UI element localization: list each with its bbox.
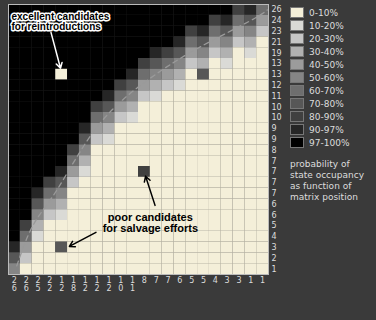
svg-text:9: 9: [272, 135, 277, 144]
svg-text:21: 21: [272, 38, 282, 47]
svg-text:2: 2: [272, 254, 277, 263]
svg-text:5: 5: [201, 276, 206, 285]
html-text:50-60%: 50-60%: [309, 72, 344, 83]
svg-text:11: 11: [272, 92, 282, 101]
svg-text:19: 19: [272, 49, 282, 58]
svg-text:10: 10: [272, 113, 282, 122]
svg-text:13: 13: [272, 70, 282, 79]
svg-text:3: 3: [236, 276, 241, 285]
html-text:0-10%: 0-10%: [309, 7, 338, 18]
html-text:probability of state occupancy: probability of state occupancy as functi…: [290, 159, 364, 202]
svg-text:3: 3: [272, 243, 277, 252]
html-text:90-97%: 90-97%: [309, 124, 344, 135]
svg-text:13: 13: [272, 59, 282, 68]
svg-text:25: 25: [35, 276, 40, 293]
svg-text:6: 6: [177, 276, 182, 285]
svg-text:5: 5: [272, 221, 277, 230]
svg-text:12: 12: [272, 81, 282, 90]
html-text:30-40%: 30-40%: [309, 46, 344, 57]
svg-text:poor candidatesfor salvage eff: poor candidatesfor salvage efforts: [103, 211, 198, 234]
svg-text:7: 7: [272, 167, 277, 176]
html-text:40-50%: 40-50%: [309, 59, 344, 70]
html-text:20-30%: 20-30%: [309, 33, 344, 44]
svg-text:6: 6: [272, 200, 277, 209]
svg-text:3: 3: [225, 276, 230, 285]
svg-text:18: 18: [71, 276, 76, 293]
html-text:80-90%: 80-90%: [309, 111, 344, 122]
svg-text:26: 26: [24, 276, 29, 293]
svg-text:7: 7: [272, 157, 277, 166]
svg-text:8: 8: [142, 276, 147, 285]
svg-text:7: 7: [165, 276, 170, 285]
svg-text:26: 26: [12, 276, 17, 293]
svg-text:7: 7: [154, 276, 159, 285]
svg-text:4: 4: [213, 276, 218, 285]
svg-text:22: 22: [47, 276, 52, 293]
svg-text:12: 12: [95, 276, 100, 293]
svg-text:5: 5: [189, 276, 194, 285]
svg-text:10: 10: [118, 276, 123, 293]
svg-text:7: 7: [272, 189, 277, 198]
html-text:10-20%: 10-20%: [309, 20, 344, 31]
svg-text:8: 8: [272, 146, 277, 155]
svg-text:11: 11: [130, 276, 135, 293]
html-text:60-70%: 60-70%: [309, 85, 344, 96]
svg-text:excellent candidatesfor reintr: excellent candidatesfor reintroductions: [11, 11, 109, 32]
svg-text:12: 12: [83, 276, 88, 293]
svg-text:10: 10: [272, 103, 282, 112]
svg-text:1: 1: [272, 265, 277, 274]
svg-text:1: 1: [248, 276, 253, 285]
svg-text:4: 4: [272, 232, 277, 241]
svg-text:6: 6: [272, 211, 277, 220]
svg-text:23: 23: [272, 27, 282, 36]
html-text:97-100%: 97-100%: [309, 137, 350, 148]
svg-text:12: 12: [59, 276, 64, 293]
svg-text:1: 1: [260, 276, 265, 285]
html-text:70-80%: 70-80%: [309, 98, 344, 109]
svg-text:26: 26: [272, 5, 282, 14]
svg-text:12: 12: [106, 276, 111, 293]
svg-text:24: 24: [272, 16, 282, 25]
svg-text:9: 9: [272, 124, 277, 133]
svg-text:7: 7: [272, 178, 277, 187]
